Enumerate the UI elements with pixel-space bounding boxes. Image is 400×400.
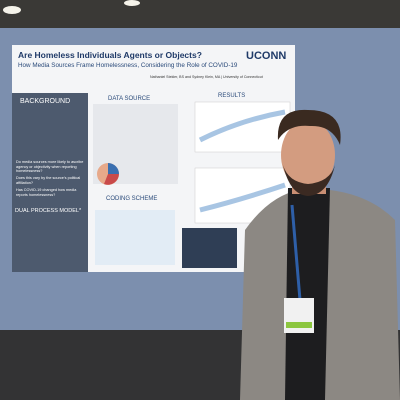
- lanyard: [290, 204, 302, 301]
- hair: [277, 109, 341, 145]
- section-heading: RESULTS: [218, 93, 246, 99]
- poster-subtitle: How Media Sources Frame Homelessness, Co…: [18, 62, 238, 69]
- ceiling-light: [124, 0, 140, 6]
- research-question: Does this vary by the source's political…: [16, 176, 81, 185]
- ceiling-light: [3, 6, 21, 14]
- face: [281, 120, 335, 190]
- beard: [283, 165, 335, 196]
- plot-band: [198, 109, 286, 143]
- section-heading: DATA SOURCE: [108, 96, 151, 102]
- pie-slice: [104, 174, 119, 185]
- poster-authors: Nathaniel Stekler, BS and Sydney Klein, …: [150, 75, 263, 79]
- section-heading: BACKGROUND: [20, 98, 71, 105]
- summary-box: [182, 228, 237, 268]
- section-heading: DUAL PROCESS MODEL*: [15, 208, 82, 214]
- left-column: [12, 93, 88, 272]
- results-plot: [194, 101, 291, 153]
- badge-stripe: [286, 322, 312, 328]
- poster-title: Are Homeless Individuals Agents or Objec…: [18, 50, 202, 60]
- research-question: Do media sources more likely to ascribe …: [16, 160, 84, 174]
- ceiling: [0, 0, 400, 30]
- research-question: Has COVID-19 changed how media reports h…: [16, 188, 77, 197]
- coding-box: [95, 210, 175, 265]
- logo: UCONN: [246, 50, 287, 62]
- plot-band: [199, 182, 286, 213]
- pie-slice: [108, 163, 119, 174]
- section-heading: CODING SCHEME: [106, 196, 158, 202]
